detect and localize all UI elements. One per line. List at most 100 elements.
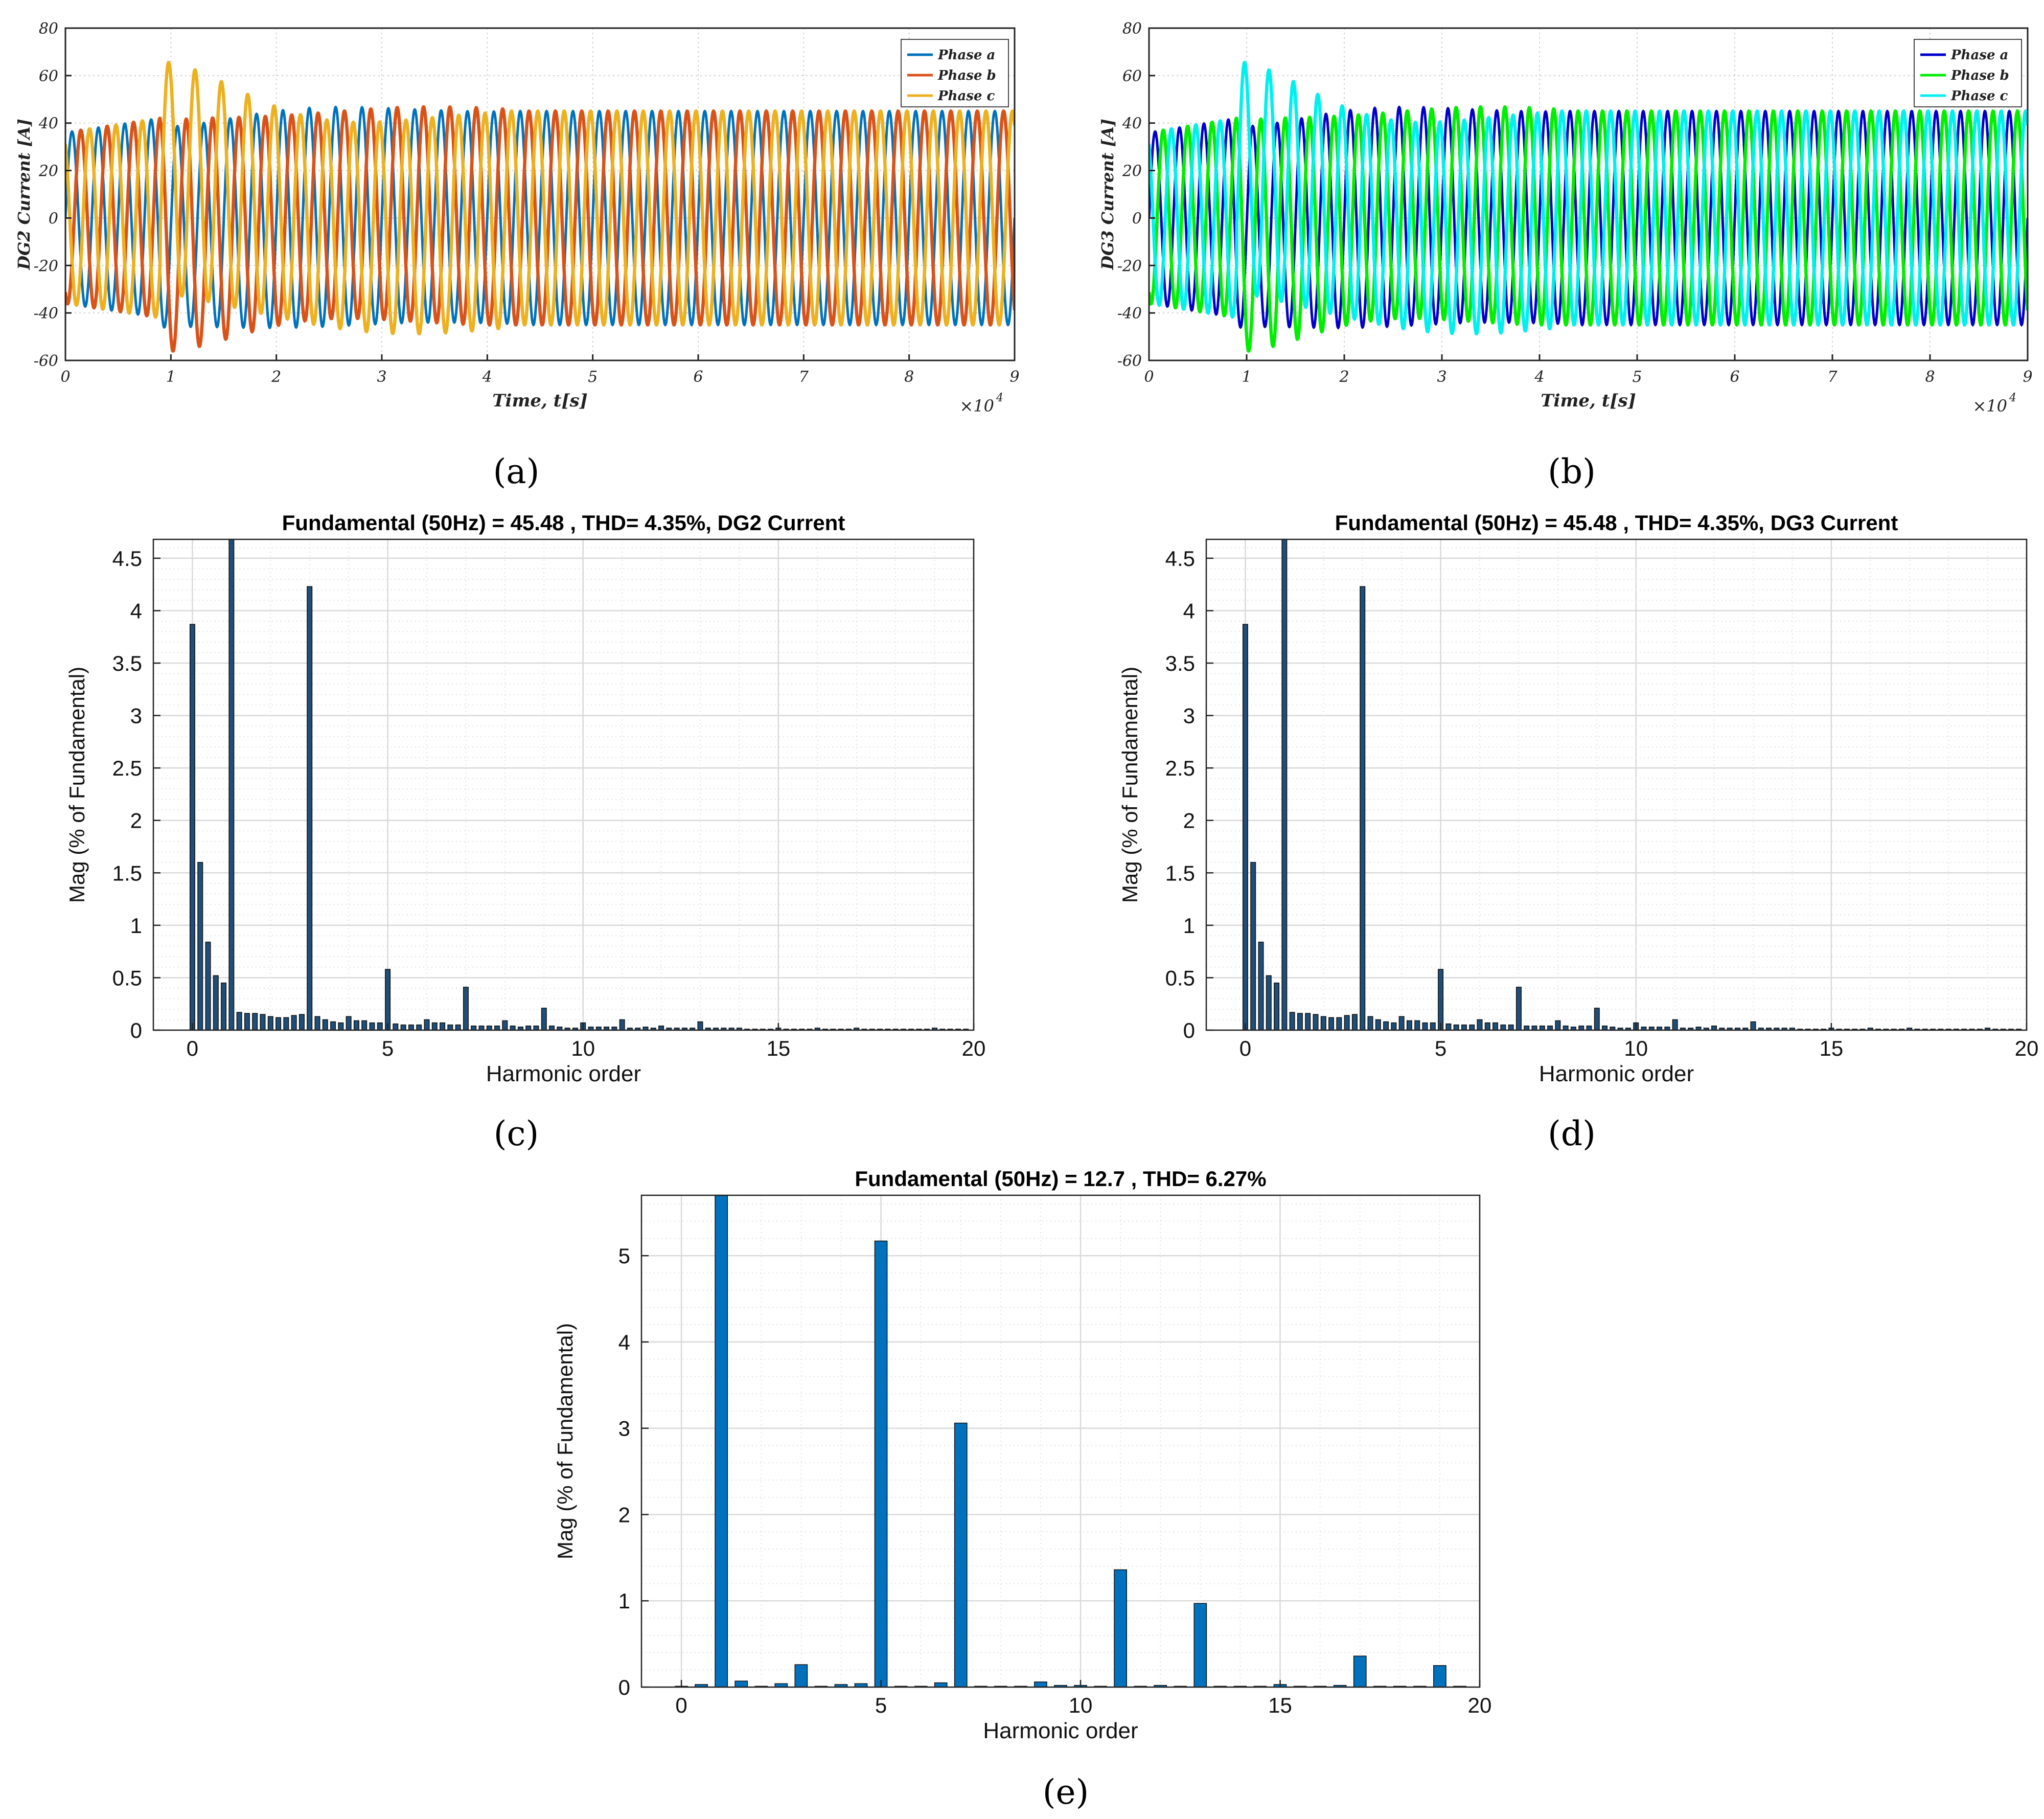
x-multiplier-exponent: 4 (2009, 392, 2016, 404)
bar-h1.6 (252, 1013, 258, 1031)
y-tick-label: 20 (1122, 163, 1142, 180)
x-axis-label: Harmonic order (1539, 1061, 1694, 1086)
y-tick-label: 3 (618, 1417, 630, 1441)
plot-frame (640, 1194, 1481, 1688)
legend: Phase a Phase b Phase c (901, 39, 1009, 107)
x-tick-label: 3 (1437, 368, 1446, 386)
x-tick-label: 10 (1069, 1693, 1093, 1717)
y-tick-label: 2.5 (112, 756, 142, 780)
panel-a-label: (a) (493, 452, 540, 491)
bar-h9 (1034, 1681, 1047, 1688)
x-tick-label: 5 (875, 1693, 887, 1717)
bar-h1.4 (244, 1013, 250, 1031)
bar-h13 (697, 1021, 703, 1031)
bar-h0 (1242, 624, 1248, 1031)
x-tick-label: 1 (166, 368, 176, 386)
panel-b-line-chart: 0 1 2 3 4 5 6 7 8 9 -60 -40 -20 0 20 40 60 80 Time, t[s] DG… (1098, 20, 2033, 416)
y-tick-label: 0 (618, 1675, 630, 1699)
x-tick-label: 7 (799, 368, 809, 386)
bar-h2.8 (1351, 1014, 1358, 1031)
bar-h5.4 (1453, 1024, 1459, 1031)
bar-h2.6 (291, 1015, 297, 1031)
bar-h3.8 (338, 1022, 344, 1031)
plot-frame (1148, 27, 2029, 361)
bar-h1 (228, 539, 235, 1031)
bar-h3.2 (314, 1016, 320, 1031)
bar-h1 (1281, 539, 1288, 1031)
bar-h0 (189, 624, 195, 1031)
bar-h11 (1114, 1569, 1127, 1688)
y-tick-label: -40 (1117, 305, 1142, 323)
y-tick-label: 3 (1183, 704, 1195, 728)
y-axis-label: Mag (% of Fundamental) (65, 667, 89, 903)
bar-h6.8 (1508, 1024, 1514, 1031)
x-axis-label: Harmonic order (486, 1061, 641, 1086)
bar-h6 (424, 1019, 430, 1031)
bar-h7 (1515, 987, 1522, 1031)
bar-h3 (307, 586, 313, 1031)
legend: Phase a Phase b Phase c (1914, 39, 2022, 107)
x-tick-label: 2 (1339, 368, 1349, 386)
y-axis-label: DG2 Current [A] (14, 119, 34, 270)
series-line-phase-c (1149, 61, 2028, 336)
bar-h6.6 (1500, 1024, 1506, 1031)
y-tick-label: 80 (39, 20, 58, 38)
y-tick-label: -20 (34, 257, 58, 275)
x-tick-label: 5 (1435, 1036, 1446, 1060)
y-tick-label: 5 (618, 1244, 630, 1268)
bar-h7 (463, 987, 469, 1031)
bar-h2.6 (1344, 1015, 1350, 1031)
bar-h2.4 (283, 1017, 289, 1031)
plot-frame (1205, 538, 2028, 1031)
bar-h1.6 (1305, 1013, 1311, 1031)
x-tick-label: 20 (1468, 1693, 1492, 1717)
bar-h3 (794, 1664, 808, 1688)
y-tick-label: 3.5 (112, 651, 142, 675)
y-tick-label: 0.5 (1165, 966, 1195, 990)
panel-b-label: (b) (1548, 452, 1596, 491)
bar-h0.8 (1274, 982, 1280, 1031)
panel-c-bar-chart: 0 5 10 15 20 0 0.5 1 1.5 2 2.5 3 3.5 4 4.5 Fundamental … (65, 511, 985, 1086)
y-tick-label: 0 (130, 1018, 142, 1042)
x-tick-label: 15 (766, 1036, 790, 1060)
bar-h1.8 (260, 1014, 266, 1031)
y-tick-label: 3 (130, 704, 142, 728)
x-multiplier-label: ×10 (1972, 396, 2007, 416)
x-tick-label: 8 (1925, 368, 1935, 386)
y-tick-label: 4.5 (1165, 547, 1195, 571)
bar-h3 (1360, 586, 1366, 1031)
bar-h2 (267, 1016, 273, 1031)
bar-h1.5 (734, 1680, 748, 1688)
y-tick-label: 4 (130, 599, 142, 623)
bar-h5.8 (1469, 1024, 1475, 1031)
bar-h5.8 (416, 1024, 422, 1031)
bar-h0.2 (197, 862, 203, 1031)
bar-h9 (541, 1008, 547, 1031)
y-tick-label: 2 (1183, 809, 1195, 833)
bar-h4 (346, 1016, 352, 1031)
x-tick-label: 20 (2015, 1036, 2039, 1060)
y-tick-label: 40 (38, 115, 58, 133)
y-tick-label: 1.5 (1165, 861, 1195, 885)
bar-h6.8 (455, 1024, 461, 1031)
legend-label: Phase b (1950, 68, 2009, 83)
bar-h5 (874, 1240, 888, 1688)
bar-h6.2 (1484, 1022, 1490, 1031)
x-tick-label: 15 (1819, 1036, 1843, 1060)
y-tick-label: 0 (49, 210, 58, 228)
bar-h11 (1672, 1019, 1678, 1031)
x-tick-label: 5 (382, 1036, 394, 1060)
x-tick-label: 10 (1624, 1036, 1648, 1060)
x-tick-label: 6 (693, 368, 703, 386)
y-axis-label: DG3 Current [A] (1098, 119, 1117, 270)
x-tick-label: 2 (271, 368, 281, 386)
bar-h3.4 (322, 1019, 328, 1031)
bar-h5.2 (393, 1023, 399, 1031)
panel-e-bar-chart: 0 5 10 15 20 0 1 2 3 4 5 Fundamental (50Hz) = 12.7 … (553, 1167, 1491, 1743)
x-tick-label: 6 (1730, 368, 1739, 386)
y-tick-label: 4 (1183, 599, 1195, 623)
bar-h6.5 (934, 1682, 948, 1688)
bar-h3.6 (1383, 1021, 1389, 1031)
x-tick-label: 7 (1827, 368, 1838, 386)
bar-h2.2 (275, 1017, 282, 1031)
